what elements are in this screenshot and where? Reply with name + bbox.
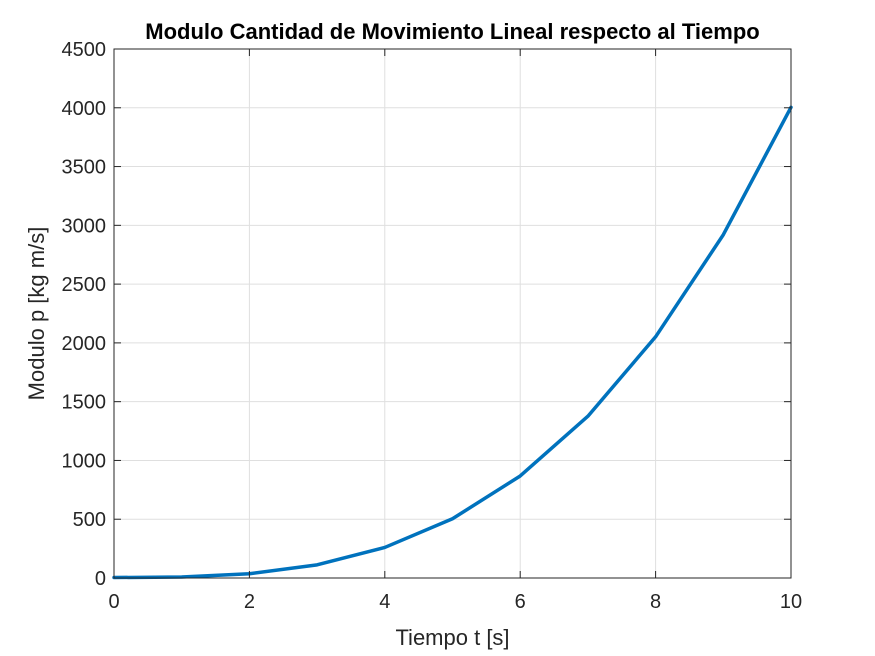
- x-tick-label: 10: [780, 591, 802, 613]
- y-tick-label: 500: [73, 509, 106, 531]
- y-tick-label: 4500: [62, 39, 107, 61]
- series-line: [112, 105, 793, 580]
- plot-area: [114, 49, 791, 578]
- y-tick-label: 1500: [62, 392, 107, 414]
- y-tick-label: 3500: [62, 157, 107, 179]
- series-layer: [112, 105, 793, 580]
- x-tick-label: 2: [244, 591, 255, 613]
- y-tick-label: 2500: [62, 274, 107, 296]
- y-tick-label: 1000: [62, 450, 107, 472]
- axes-box: [113, 48, 792, 579]
- y-tick-label: 4000: [62, 98, 107, 120]
- y-tick-label: 2000: [62, 333, 107, 355]
- y-tick-label: 0: [95, 568, 106, 590]
- y-tick-label: 3000: [62, 215, 107, 237]
- x-tick-label: 6: [515, 591, 526, 613]
- x-tick-label: 0: [108, 591, 119, 613]
- x-axis-title: Tiempo t [s]: [395, 625, 509, 650]
- grid: [113, 48, 792, 579]
- ticks: 0 2 4 6 8 10 0 500 1000 1500 2000 2500 3000 3500 4000 4…: [62, 39, 803, 613]
- x-tick-label: 8: [650, 591, 661, 613]
- chart-title: Modulo Cantidad de Movimiento Lineal res…: [145, 19, 759, 44]
- x-tick-label: 4: [379, 591, 390, 613]
- y-axis-title: Modulo p [kg m/s]: [24, 227, 49, 401]
